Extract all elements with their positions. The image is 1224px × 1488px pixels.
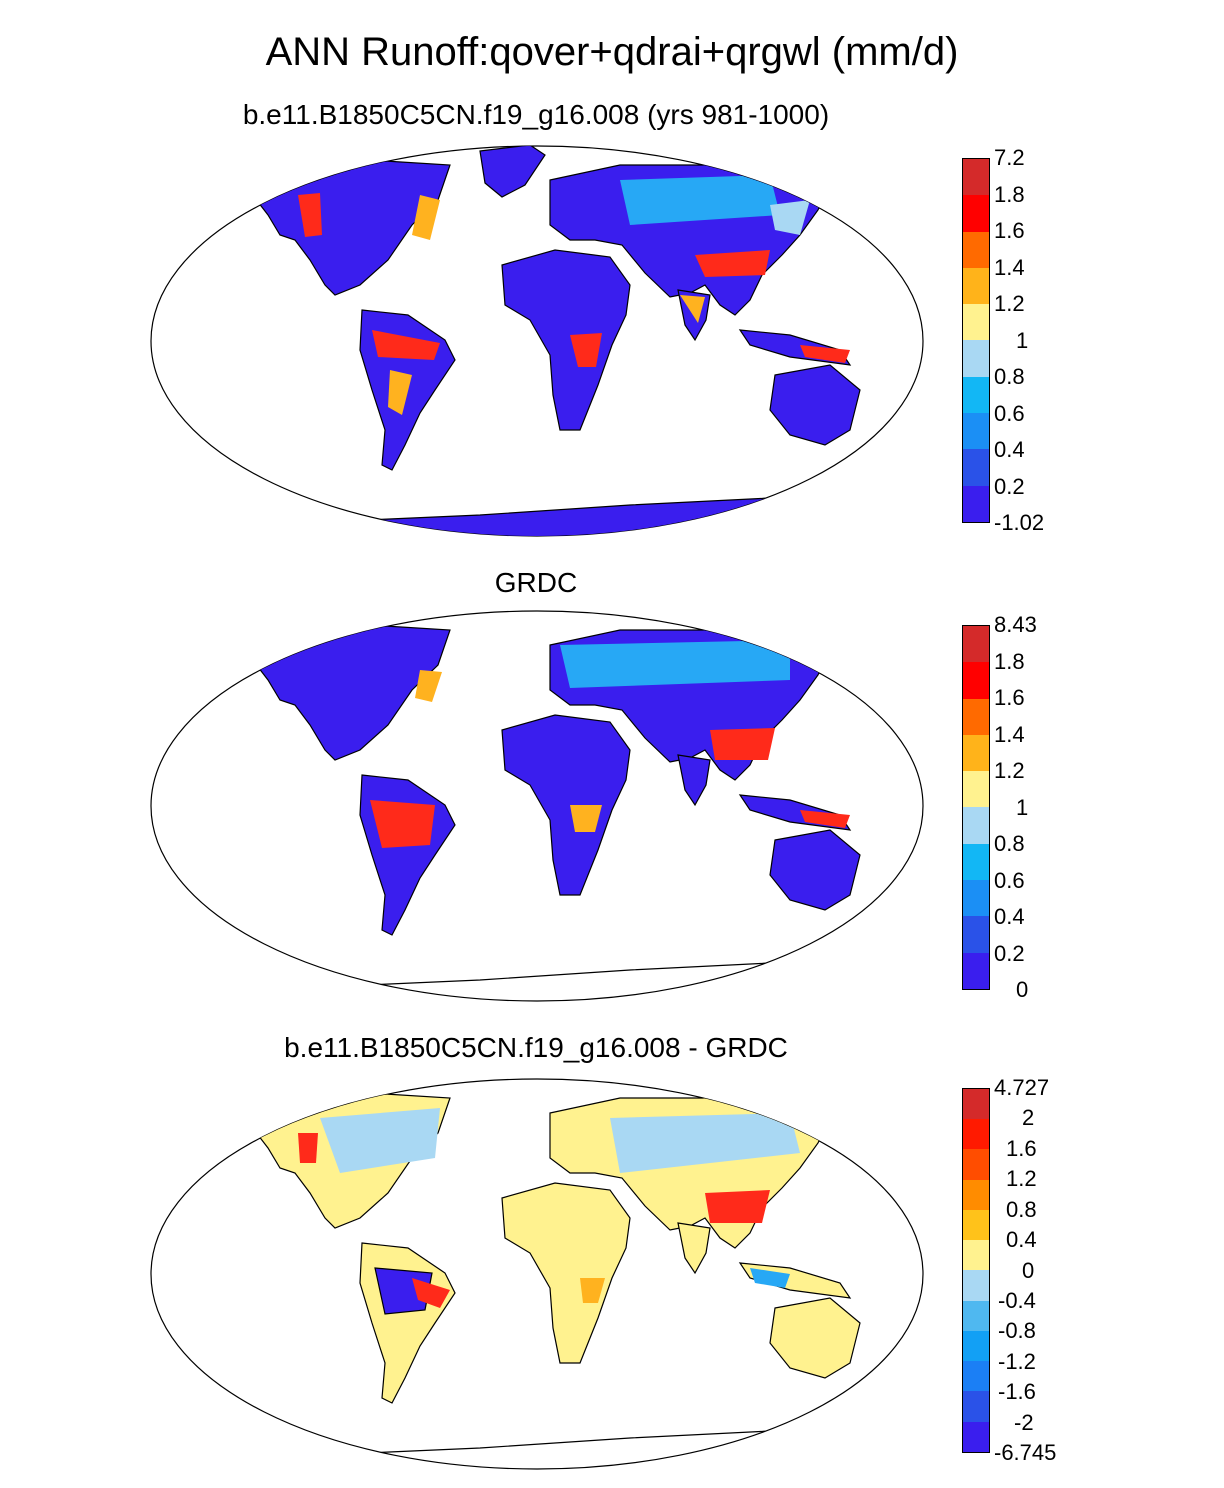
cb-label: 1.2 — [994, 758, 1025, 783]
cb-label: 2 — [1022, 1105, 1035, 1131]
cb-label: 1 — [1016, 327, 1029, 353]
panel-2-map — [150, 610, 924, 1002]
cb-label: -1.02 — [994, 510, 1045, 535]
cb-label: -2 — [1014, 1409, 1034, 1435]
cb-label: 0.2 — [994, 940, 1025, 966]
cb-label: 0.2 — [994, 473, 1025, 499]
panel-2-continents — [243, 625, 861, 989]
cb-label: 0.6 — [994, 867, 1025, 893]
cb-label: 1.6 — [994, 685, 1025, 710]
panel-1-title: b.e11.B1850C5CN.f19_g16.008 (yrs 981-100… — [242, 99, 830, 130]
cb-label: 1.2 — [994, 291, 1025, 316]
cb-label: -6.745 — [994, 1440, 1057, 1465]
cb-label: 0.8 — [994, 364, 1025, 389]
cb-label: 4.727 — [994, 1075, 1050, 1100]
cb-label: -0.4 — [998, 1287, 1036, 1313]
panel-3-colorbar — [962, 1088, 990, 1453]
cb-label: 1.4 — [994, 721, 1025, 747]
cb-label: 0.8 — [994, 831, 1025, 856]
panel-2-colorbar — [962, 625, 990, 990]
cb-label: 0 — [1022, 1257, 1035, 1283]
cb-label: 0.4 — [994, 904, 1025, 929]
cb-label: 1 — [1016, 794, 1029, 820]
cb-label: -1.2 — [998, 1348, 1036, 1374]
cb-label: -1.6 — [998, 1379, 1036, 1405]
cb-label: 1.4 — [994, 254, 1025, 280]
cb-label: 1.8 — [994, 648, 1025, 674]
cb-label: 0.4 — [1006, 1227, 1037, 1253]
cb-label: -0.8 — [998, 1318, 1036, 1344]
cb-label: 7.2 — [994, 145, 1025, 170]
panel-2-colorbar-labels: 8.43 1.8 1.6 1.4 1.2 1 0.8 0.6 0.4 0.2 0 — [994, 612, 1084, 1002]
panel-3-colorbar-labels: 4.727 2 1.6 1.2 0.8 0.4 0 -0.4 -0.8 -1.2… — [994, 1075, 1084, 1465]
cb-label: 0.6 — [994, 400, 1025, 426]
panel-3-title: b.e11.B1850C5CN.f19_g16.008 - GRDC — [284, 1032, 788, 1063]
cb-label: 8.43 — [994, 612, 1037, 637]
panel-1-colorbar-labels: 7.2 1.8 1.6 1.4 1.2 1 0.8 0.6 0.4 0.2 -1… — [994, 145, 1084, 535]
panel-2-title: GRDC — [494, 567, 578, 598]
panel-1-map — [150, 145, 924, 537]
figure-title: ANN Runoff:qover+qdrai+qrgwl (mm/d) — [265, 30, 959, 74]
cb-label: 1.8 — [994, 181, 1025, 207]
cb-label: 0.4 — [994, 437, 1025, 462]
cb-label: 1.6 — [1006, 1135, 1037, 1161]
panel-1-colorbar — [962, 158, 990, 523]
cb-label: 0.8 — [1006, 1196, 1037, 1222]
panel-3-map — [150, 1078, 924, 1470]
cb-label: 1.6 — [994, 218, 1025, 243]
cb-label: 1.2 — [1006, 1166, 1037, 1192]
cb-label: 0 — [1016, 977, 1029, 1002]
